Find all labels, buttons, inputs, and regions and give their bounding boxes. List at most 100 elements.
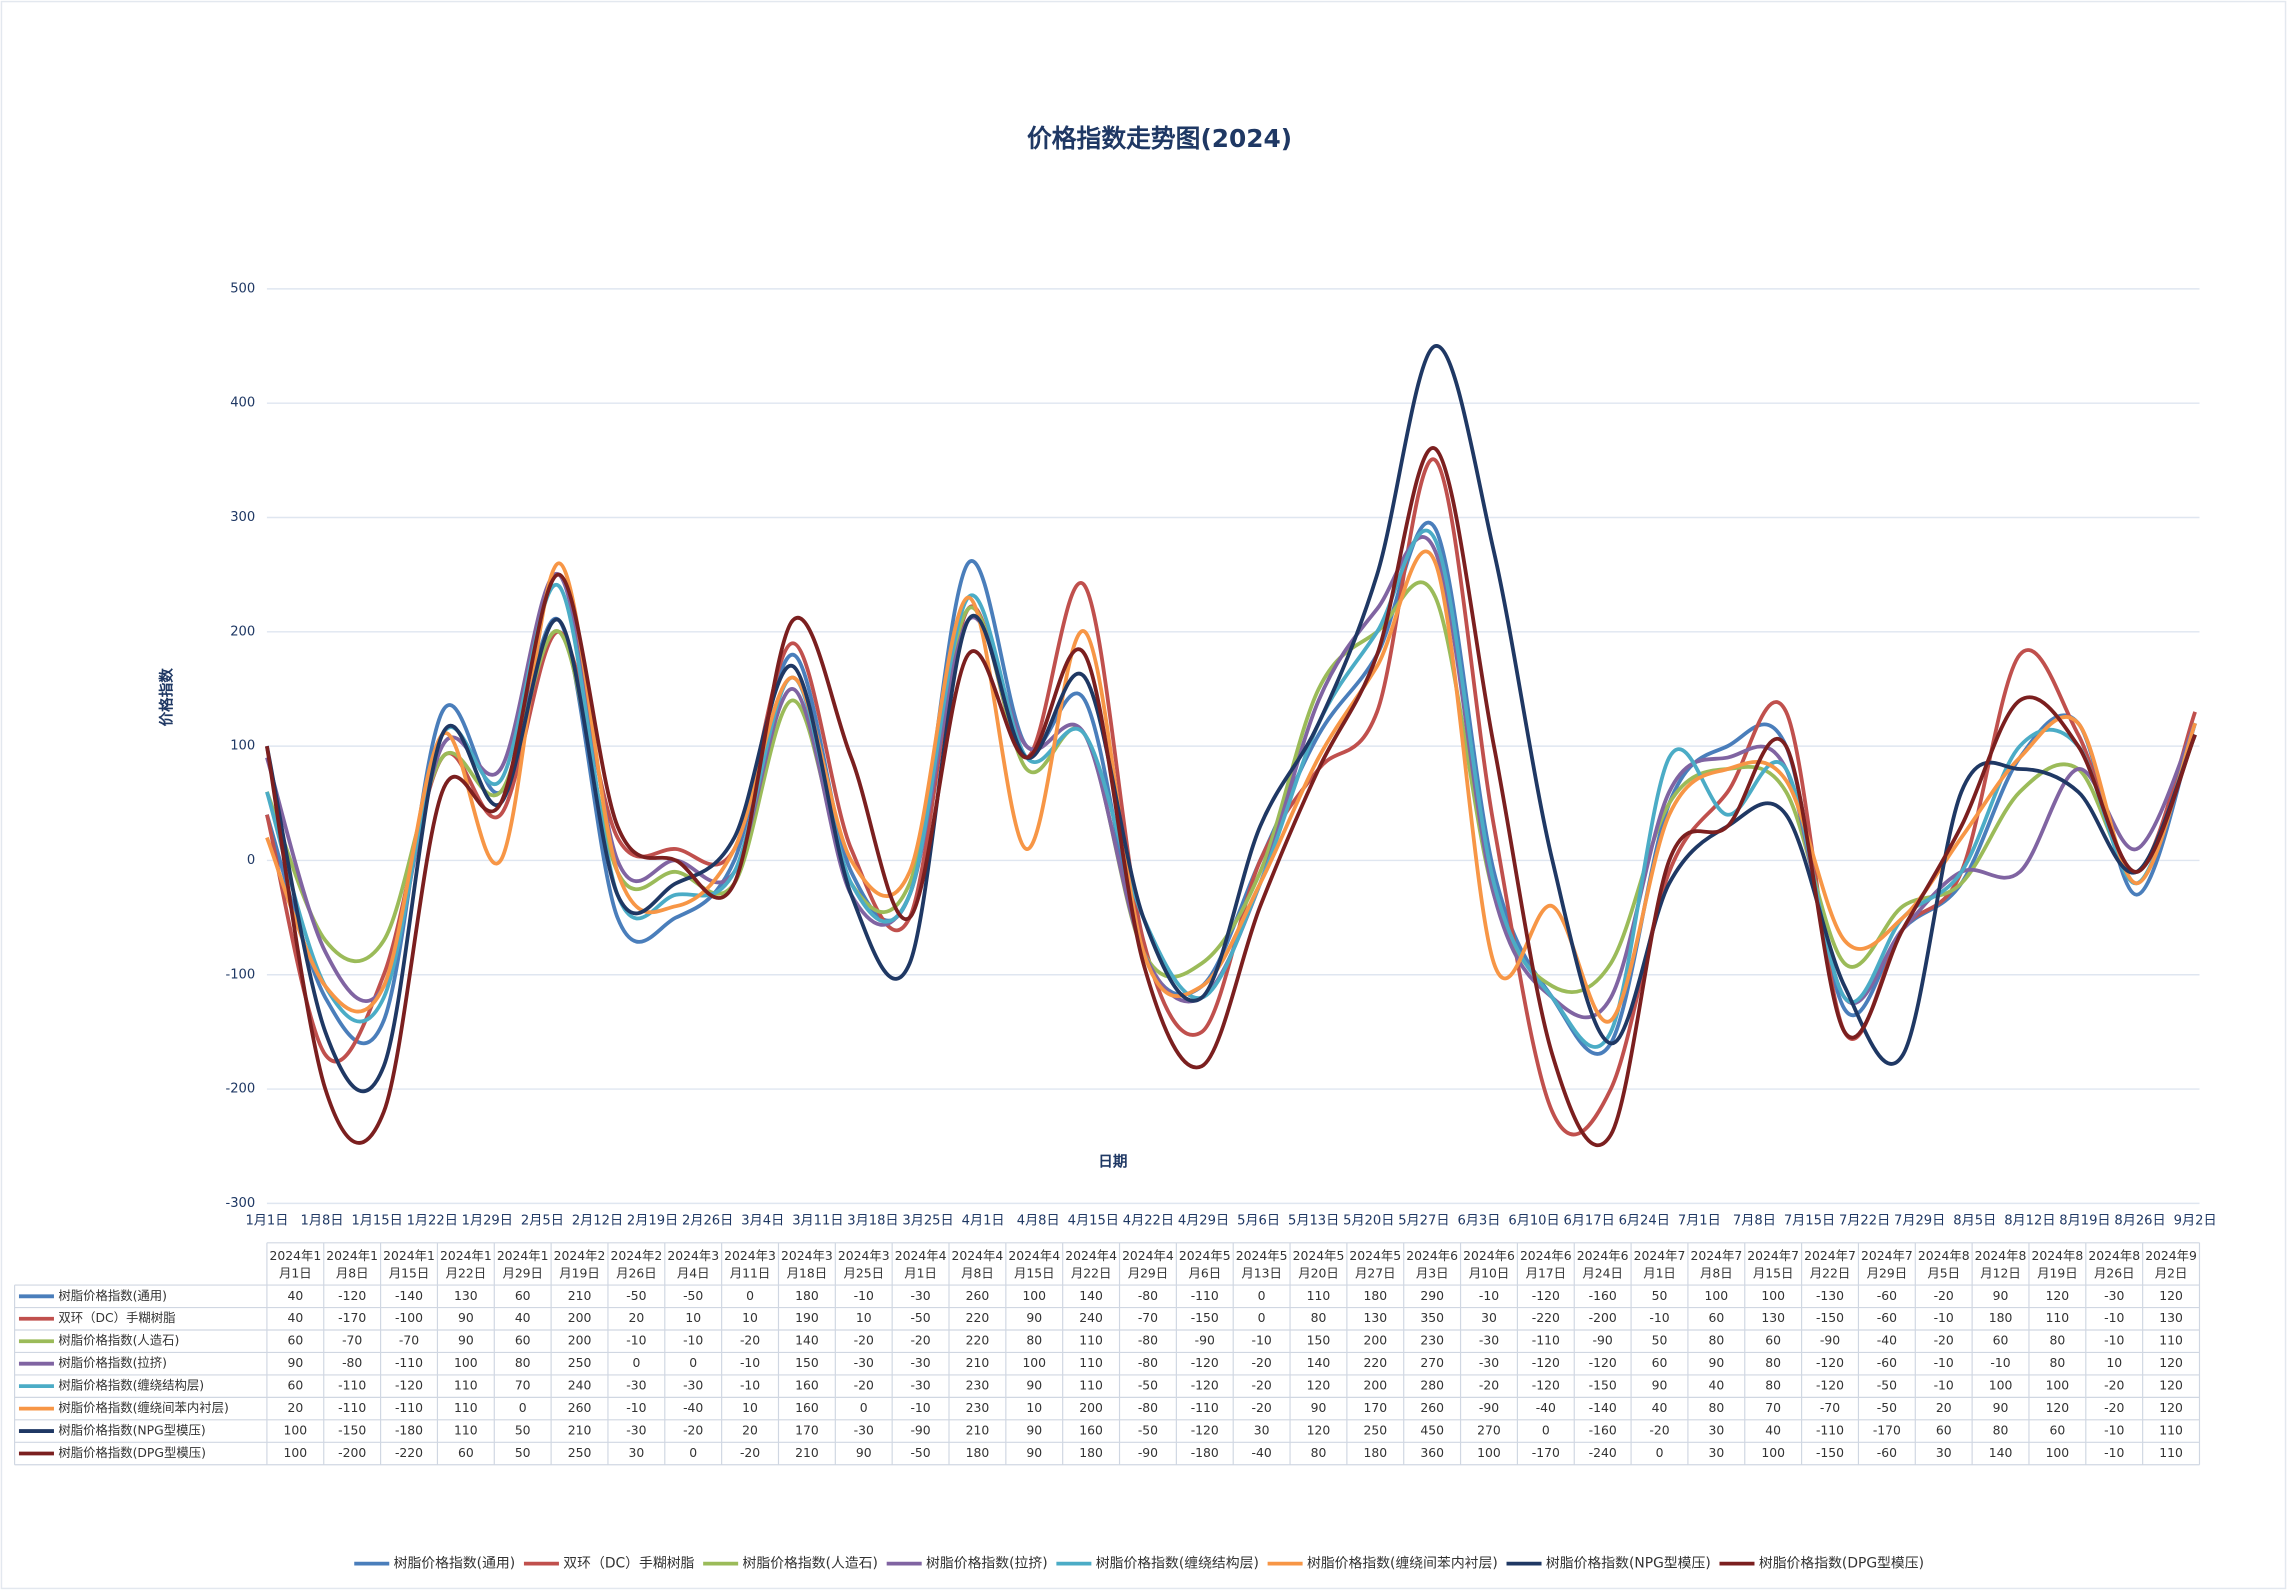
x-tick-label: 3月25日 [902, 1213, 953, 1228]
table-cell: -170 [1532, 1445, 1560, 1460]
table-header: 2024年2 月26日 [611, 1247, 663, 1280]
table-header: 2024年8 月19日 [2032, 1247, 2084, 1280]
table-cell: -170 [338, 1310, 366, 1325]
x-tick-label: 3月18日 [847, 1213, 898, 1228]
table-cell: -30 [910, 1378, 930, 1393]
table-cell: 140 [1307, 1355, 1331, 1370]
table-cell: 80 [1026, 1333, 1042, 1348]
chart-title: 价格指数走势图(2024) [1027, 124, 1292, 153]
series-line [265, 446, 2197, 1148]
legend-label: 树脂价格指数(NPG型模压) [1546, 1556, 1711, 1572]
y-tick-label: 400 [230, 396, 255, 411]
table-cell: -10 [910, 1400, 930, 1415]
table-cell: 180 [795, 1288, 819, 1303]
table-cell: -100 [395, 1310, 423, 1325]
table-cell: 100 [1477, 1445, 1501, 1460]
table-cell: 180 [1079, 1445, 1103, 1460]
table-cell: 90 [1311, 1400, 1327, 1415]
table-cell: 110 [2159, 1423, 2183, 1438]
table-cell: 210 [966, 1423, 990, 1438]
table-header: 2024年8 月26日 [2088, 1247, 2140, 1280]
table-cell: 110 [2159, 1445, 2183, 1460]
legend-label: 树脂价格指数(通用) [394, 1556, 516, 1572]
table-cell: -10 [2104, 1333, 2124, 1348]
table-cell: 160 [795, 1400, 819, 1415]
y-tick-label: 500 [230, 281, 255, 296]
table-cell: 180 [1989, 1310, 2013, 1325]
table-cell: 130 [1761, 1310, 1785, 1325]
series-line [265, 344, 2197, 1094]
table-cell: 350 [1420, 1310, 1444, 1325]
table-header: 2024年6 月17日 [1520, 1247, 1572, 1280]
table-cell: -240 [1589, 1445, 1617, 1460]
table-cell: 60 [1936, 1423, 1952, 1438]
table-cell: -90 [1820, 1333, 1840, 1348]
table-header: 2024年8 月12日 [1975, 1247, 2027, 1280]
table-cell: 40 [1765, 1423, 1781, 1438]
x-axis-label: 日期 [1098, 1153, 1127, 1171]
table-cell: 60 [515, 1333, 531, 1348]
table-cell: -40 [1252, 1445, 1272, 1460]
table-cell: -110 [338, 1378, 366, 1393]
table-cell: 50 [515, 1445, 531, 1460]
table-header: 2024年8 月5日 [1918, 1247, 1970, 1280]
table-cell: -20 [854, 1378, 874, 1393]
table-header: 2024年7 月15日 [1747, 1247, 1799, 1280]
table-cell: 60 [1708, 1310, 1724, 1325]
y-tick-label: 200 [230, 624, 255, 639]
x-tick-label: 4月15日 [1068, 1213, 1119, 1228]
table-cell: -150 [338, 1423, 366, 1438]
table-header: 2024年3 月18日 [781, 1247, 833, 1280]
series-line [265, 549, 2197, 1024]
table-header: 2024年7 月1日 [1634, 1247, 1686, 1280]
table-cell: -180 [1191, 1445, 1219, 1460]
legend-label: 树脂价格指数(人造石) [743, 1556, 878, 1572]
x-tick-label: 6月10日 [1508, 1213, 1559, 1228]
y-tick-label: -300 [225, 1196, 255, 1211]
x-tick-label: 8月5日 [1953, 1213, 1996, 1228]
table-cell: 210 [568, 1423, 592, 1438]
table-cell: 130 [2159, 1310, 2183, 1325]
table-header: 2024年6 月10日 [1463, 1247, 1515, 1280]
table-cell: 110 [454, 1423, 478, 1438]
table-cell: 160 [1079, 1423, 1103, 1438]
table-cell: -80 [1138, 1333, 1158, 1348]
table-header: 2024年5 月20日 [1293, 1247, 1345, 1280]
table-cell: 30 [1254, 1423, 1270, 1438]
x-tick-label: 1月1日 [245, 1213, 288, 1228]
table-cell: 30 [1708, 1423, 1724, 1438]
x-tick-label: 7月8日 [1733, 1213, 1776, 1228]
table-cell: -20 [1479, 1378, 1499, 1393]
table-header: 2024年5 月27日 [1349, 1247, 1401, 1280]
legend-label: 树脂价格指数(DPG型模压) [1759, 1556, 1924, 1572]
table-cell: -110 [395, 1400, 423, 1415]
table-cell: -20 [2104, 1400, 2124, 1415]
table-cell: -110 [338, 1400, 366, 1415]
table-cell: -10 [1934, 1355, 1954, 1370]
table-cell: 120 [2046, 1400, 2070, 1415]
table-header: 2024年4 月1日 [895, 1247, 947, 1280]
table-cell: 0 [1258, 1310, 1266, 1325]
table-header: 2024年4 月22日 [1065, 1247, 1117, 1280]
x-tick-label: 4月29日 [1178, 1213, 1229, 1228]
table-cell: 40 [515, 1310, 531, 1325]
table-cell: 150 [795, 1355, 819, 1370]
table-cell: -70 [399, 1333, 419, 1348]
table-cell: 30 [1708, 1445, 1724, 1460]
table-header: 2024年7 月8日 [1690, 1247, 1742, 1280]
table-cell: 60 [1652, 1355, 1668, 1370]
table-cell: 0 [689, 1445, 697, 1460]
table-cell: 100 [2046, 1378, 2070, 1393]
table-cell: 230 [1420, 1333, 1444, 1348]
table-cell: -50 [626, 1288, 646, 1303]
table-cell: -20 [1252, 1400, 1272, 1415]
table-cell: 210 [568, 1288, 592, 1303]
table-cell: 110 [454, 1400, 478, 1415]
table-cell: -90 [1593, 1333, 1613, 1348]
table-cell: -120 [1589, 1355, 1617, 1370]
table-cell: 170 [1363, 1400, 1387, 1415]
table-cell: 150 [1307, 1333, 1331, 1348]
table-cell: 10 [685, 1310, 701, 1325]
x-tick-label: 2月12日 [572, 1213, 623, 1228]
